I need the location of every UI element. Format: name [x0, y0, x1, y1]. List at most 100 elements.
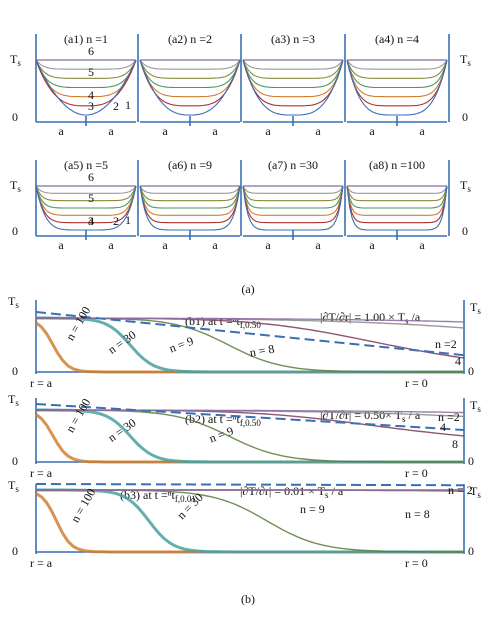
profile-curve [35, 185, 137, 224]
profile-curve [139, 59, 241, 107]
x-label: a [315, 124, 321, 138]
profile-curve [346, 59, 448, 116]
x-label: a [369, 124, 375, 138]
profile-curve [35, 185, 137, 216]
decay-curve [36, 488, 464, 554]
ts-label: Ts [470, 484, 481, 500]
decay-curve [36, 489, 464, 553]
zero-label: 0 [468, 454, 474, 468]
profile-curve [346, 59, 448, 98]
curve-label: n =2 [435, 337, 457, 351]
title-sub: f,0.50 [240, 320, 261, 330]
profile-curve [35, 59, 137, 89]
zero-label: 0 [12, 224, 18, 238]
profile-curve [242, 185, 344, 202]
ts-label: Ts [10, 52, 21, 68]
profile-curve [139, 59, 241, 79]
profile-curve [346, 185, 448, 224]
profile-curve [242, 59, 344, 89]
curve-label: 6 [88, 44, 94, 58]
grad-sub: s [325, 490, 329, 500]
profile-curve [242, 59, 344, 107]
profile-curve [35, 59, 137, 107]
profile-curve [35, 59, 137, 79]
ts-sub: s [15, 300, 19, 310]
profile-curve [35, 185, 137, 194]
x-label: a [212, 238, 218, 252]
curve-label: n = 9 [167, 334, 195, 356]
profile-curve [35, 185, 137, 231]
x-label: a [265, 238, 271, 252]
panel-title: (a4) n =4 [375, 32, 419, 46]
ts-main: T [8, 392, 16, 406]
r-0-label: r = 0 [405, 556, 428, 570]
r-0-label: r = 0 [405, 466, 428, 480]
curve-label: 4 [440, 420, 446, 434]
ts-sub: s [467, 58, 471, 68]
profile-curve [35, 59, 137, 116]
ts-sub: s [15, 484, 19, 494]
curve-label: 3 [88, 99, 94, 113]
ts-sub: s [477, 490, 481, 500]
ts-main: T [10, 178, 18, 192]
x-label: a [369, 238, 375, 252]
ts-label: Ts [8, 392, 19, 408]
profile-curve [139, 185, 241, 216]
grad-sub: s [402, 414, 406, 424]
ts-main: T [460, 52, 468, 66]
gradient-label: |∂T/∂r| = 1.00 × Ts /a [320, 310, 421, 326]
caption: (a) [241, 282, 254, 296]
profile-curve [35, 59, 137, 98]
curve-label: n =2 [438, 410, 460, 424]
x-label: a [419, 124, 425, 138]
panel-title: (a3) n =3 [271, 32, 315, 46]
profile-curve [346, 185, 448, 209]
gradient-line [35, 483, 465, 487]
profile-curve [346, 185, 448, 231]
curve-label: 4 [88, 88, 94, 102]
profile-curve [346, 59, 448, 70]
curve-label: 1 [125, 98, 131, 112]
ts-label: Ts [460, 178, 471, 194]
panel-title: (a7) n =30 [268, 158, 318, 172]
x-label: a [108, 124, 114, 138]
ts-main: T [460, 178, 468, 192]
profile-curve [242, 185, 344, 224]
profile-curve [242, 185, 344, 231]
curve-label: n = 100 [63, 396, 94, 435]
ts-main: T [470, 300, 478, 314]
x-label: a [419, 238, 425, 252]
curve-label: 3 [88, 214, 94, 228]
decay-curve [35, 409, 464, 414]
title-sub: f,0.01 [175, 494, 196, 504]
profile-curve [242, 185, 344, 194]
profile-curve [346, 59, 448, 79]
caption: (b) [241, 592, 255, 606]
x-label: a [162, 238, 168, 252]
profile-curve [346, 185, 448, 216]
x-label: a [315, 238, 321, 252]
title-sub: f,0.50 [240, 418, 261, 428]
x-label: a [265, 124, 271, 138]
curve-label: n = 8 [405, 507, 430, 521]
profile-curve [346, 185, 448, 194]
grad-end: /a [409, 310, 421, 324]
zero-label: 0 [462, 110, 468, 124]
profile-curve [35, 185, 137, 202]
ts-sub: s [477, 404, 481, 414]
grad-main: |∂T/∂r| = 0.50× T [320, 408, 403, 422]
ts-label: Ts [470, 300, 481, 316]
profile-curve [139, 185, 241, 209]
x-label: a [212, 124, 218, 138]
ts-sub: s [15, 398, 19, 408]
profile-curve [139, 59, 241, 116]
gradient-line [35, 311, 465, 357]
x-label: a [58, 238, 64, 252]
profile-curve [139, 185, 241, 224]
panel-title: (a6) n =9 [168, 158, 212, 172]
ts-sub: s [17, 184, 21, 194]
curve-label: n = 9 [300, 502, 325, 516]
gradient-line [35, 403, 465, 431]
profile-curve [242, 59, 344, 70]
ts-label: Ts [10, 178, 21, 194]
